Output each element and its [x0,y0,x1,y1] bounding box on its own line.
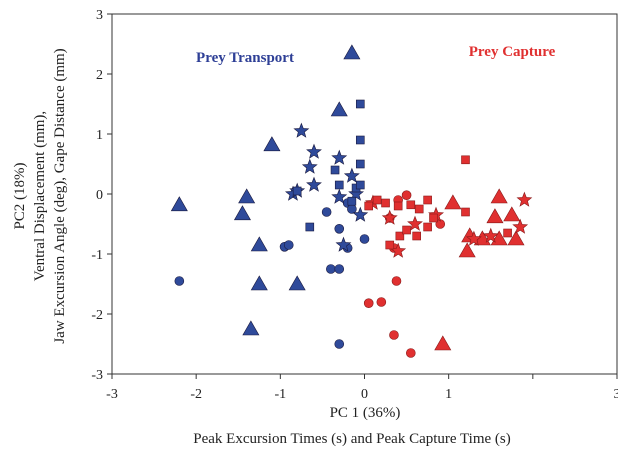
prey-capture-square-point [403,226,411,234]
prey-capture-square-point [462,156,470,164]
y-tick-label: 1 [96,128,103,143]
prey-capture-circle-point [389,331,398,340]
x-axis-title-line-2: Peak Excursion Times (s) and Peak Captur… [193,431,510,447]
prey-capture-square-point [415,205,423,213]
prey-transport-square-point [356,181,364,189]
prey-capture-circle-point [392,277,401,286]
prey-transport-square-point [335,181,343,189]
x-tick-label: 0 [361,387,368,402]
y-tick-label: 2 [96,68,103,83]
prey-transport-circle-point [360,235,369,244]
prey-transport-circle-point [335,224,344,233]
y-tick-label: -2 [91,308,103,323]
group-label-prey-capture: Prey Capture [469,44,556,60]
prey-capture-square-point [413,232,421,240]
prey-capture-square-point [382,199,390,207]
x-tick-label: -3 [106,387,118,402]
prey-transport-square-point [293,187,301,195]
prey-transport-square-point [356,160,364,168]
x-tick-label: -1 [274,387,286,402]
x-tick-label: 3 [614,387,618,402]
prey-capture-circle-point [406,349,415,358]
prey-transport-square-point [356,136,364,144]
prey-capture-square-point [504,229,512,237]
y-tick-label: -1 [91,248,103,263]
prey-capture-circle-point [377,298,386,307]
prey-capture-square-point [424,196,432,204]
prey-transport-circle-point [335,265,344,274]
prey-capture-square-point [386,241,394,249]
prey-capture-square-point [462,208,470,216]
group-label-prey-transport: Prey Transport [196,50,294,66]
y-axis-title-line-3: Jaw Excursion Angle (deg), Gape Distance… [52,48,68,343]
prey-transport-circle-point [347,205,356,214]
prey-capture-circle-point [364,299,373,308]
prey-capture-square-point [430,214,438,222]
prey-capture-square-point [365,202,373,210]
prey-capture-square-point [407,201,415,209]
y-axis-title-line-1: PC2 (18%) [12,162,28,229]
y-tick-label: -3 [91,368,103,383]
prey-transport-square-point [306,223,314,231]
prey-transport-square-point [348,197,356,205]
y-axis-title-line-2: Ventral Displacement (mm), [32,111,48,281]
prey-transport-circle-point [284,241,293,250]
prey-transport-circle-point [175,277,184,286]
x-axis-title-line-1: PC 1 (36%) [330,405,401,421]
prey-capture-square-point [394,202,402,210]
prey-capture-circle-point [402,191,411,200]
prey-transport-circle-point [326,265,335,274]
x-tick-label: 1 [445,387,452,402]
prey-transport-circle-point [335,340,344,349]
y-tick-label: 3 [96,8,103,23]
prey-capture-square-point [424,223,432,231]
prey-transport-square-point [331,166,339,174]
prey-transport-circle-point [322,208,331,217]
y-tick-label: 0 [96,188,103,203]
prey-capture-square-point [373,196,381,204]
prey-transport-square-point [356,100,364,108]
x-tick-label: -2 [190,387,202,402]
